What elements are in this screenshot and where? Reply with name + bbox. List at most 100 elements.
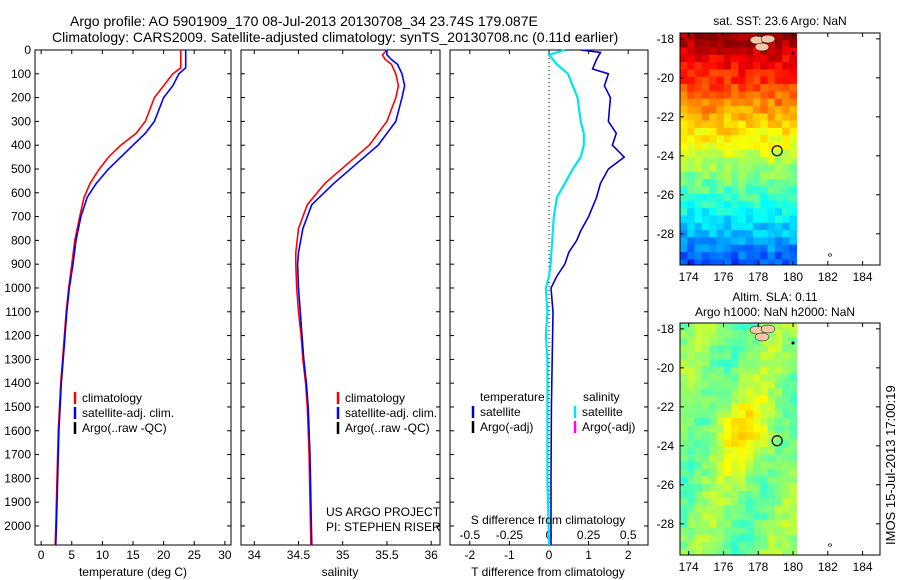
heatmap-cell [709,222,717,231]
heatmap-cell [687,454,695,462]
heatmap-cell [680,244,688,253]
heatmap-cell [789,483,797,492]
heatmap-cell [774,186,783,194]
heatmap-cell [731,69,739,78]
heatmap-cell [709,259,717,265]
heatmap-cell [687,230,695,238]
heatmap-cell [745,244,754,253]
heatmap-cell [687,337,695,346]
heatmap-cell [767,193,776,202]
heatmap-cell [760,425,768,433]
heatmap-cell [789,388,797,397]
heatmap-cell [753,237,761,245]
heatmap-cell [760,359,768,368]
heatmap-cell [680,91,688,99]
heatmap-cell [716,454,725,462]
heatmap-cell [738,259,746,265]
island-shape [754,42,770,52]
heatmap-cell [731,127,739,136]
heatmap-cell [760,490,768,499]
heatmap-cell [694,447,703,455]
heatmap-cell [774,323,783,331]
heatmap-cell [774,237,783,245]
heatmap-cell [745,149,754,158]
heatmap-cell [723,149,732,158]
heatmap-cell [767,230,776,238]
heatmap-cell [789,54,797,63]
heatmap-cell [687,447,695,455]
heatmap-cell [716,76,725,85]
heatmap-cell [709,432,717,441]
heatmap-cell [789,512,797,521]
heatmap-cell [782,542,790,550]
heatmap-cell [745,403,754,411]
heatmap-cell [745,447,754,455]
heatmap-cell [723,186,732,194]
argo-position-marker [771,435,783,447]
heatmap-cell [767,549,776,555]
heatmap-cell [745,230,754,238]
heatmap-cell [789,542,797,550]
legend-label: climatology [82,391,142,405]
heatmap-cell [789,186,797,194]
heatmap-cell [701,344,710,353]
heatmap-cell [701,208,710,216]
x-tick-label: 35 [336,548,350,562]
heatmap-cell [753,91,761,99]
heatmap-cell [789,120,797,129]
heatmap-cell [767,344,776,353]
heatmap-cell [789,366,797,375]
heatmap-cell [716,33,725,41]
heatmap-cell [716,417,725,426]
heatmap-cell [774,244,783,253]
heatmap-cell [731,432,739,441]
heatmap-cell [738,439,746,448]
heatmap-cell [701,366,710,375]
heatmap-cell [745,352,754,360]
heatmap-cell [680,396,688,404]
heatmap-cell [709,542,717,550]
heatmap-cell [782,425,790,433]
heatmap-cell [701,164,710,172]
heatmap-cell [694,33,703,41]
heatmap-cell [716,252,725,260]
heatmap-cell [782,76,790,85]
heatmap-cell [782,498,790,506]
heatmap-cell [738,447,746,455]
x-tick-label: 20 [157,548,171,562]
heatmap-cell [716,84,725,92]
heatmap-cell [745,237,754,245]
heatmap-cell [789,157,797,165]
heatmap-cell [782,352,790,360]
heatmap-cell [694,54,703,63]
heatmap-cell [767,164,776,172]
legend-label: Argo(-adj) [582,420,635,434]
heatmap-cell [709,476,717,484]
island-shape [827,253,833,257]
heatmap-cell [716,120,725,129]
heatmap-cell [687,69,695,78]
heatmap-cell [760,454,768,462]
heatmap-cell [687,549,695,555]
heatmap-cell [767,534,776,543]
y-tick-label: -26 [657,188,675,202]
heatmap-cell [774,135,783,143]
y-tick-label: 800 [11,233,31,247]
heatmap-cell [687,527,695,535]
heatmap-cell [753,396,761,404]
heatmap-cell [789,469,797,477]
heatmap-cell [789,461,797,470]
heatmap-cell [701,527,710,535]
heatmap-cell [760,461,768,470]
heatmap-cell [709,215,717,224]
heatmap-cell [738,120,746,129]
heatmap-cell [745,439,754,448]
heatmap-cell [709,527,717,535]
x-tick-label: 5 [68,548,75,562]
heatmap-cell [701,330,710,338]
heatmap-cell [701,352,710,360]
heatmap-cell [789,208,797,216]
heatmap-cell [753,527,761,535]
legend-label: Argo(..raw -QC) [82,421,167,435]
x-tick-label: 10 [96,548,110,562]
